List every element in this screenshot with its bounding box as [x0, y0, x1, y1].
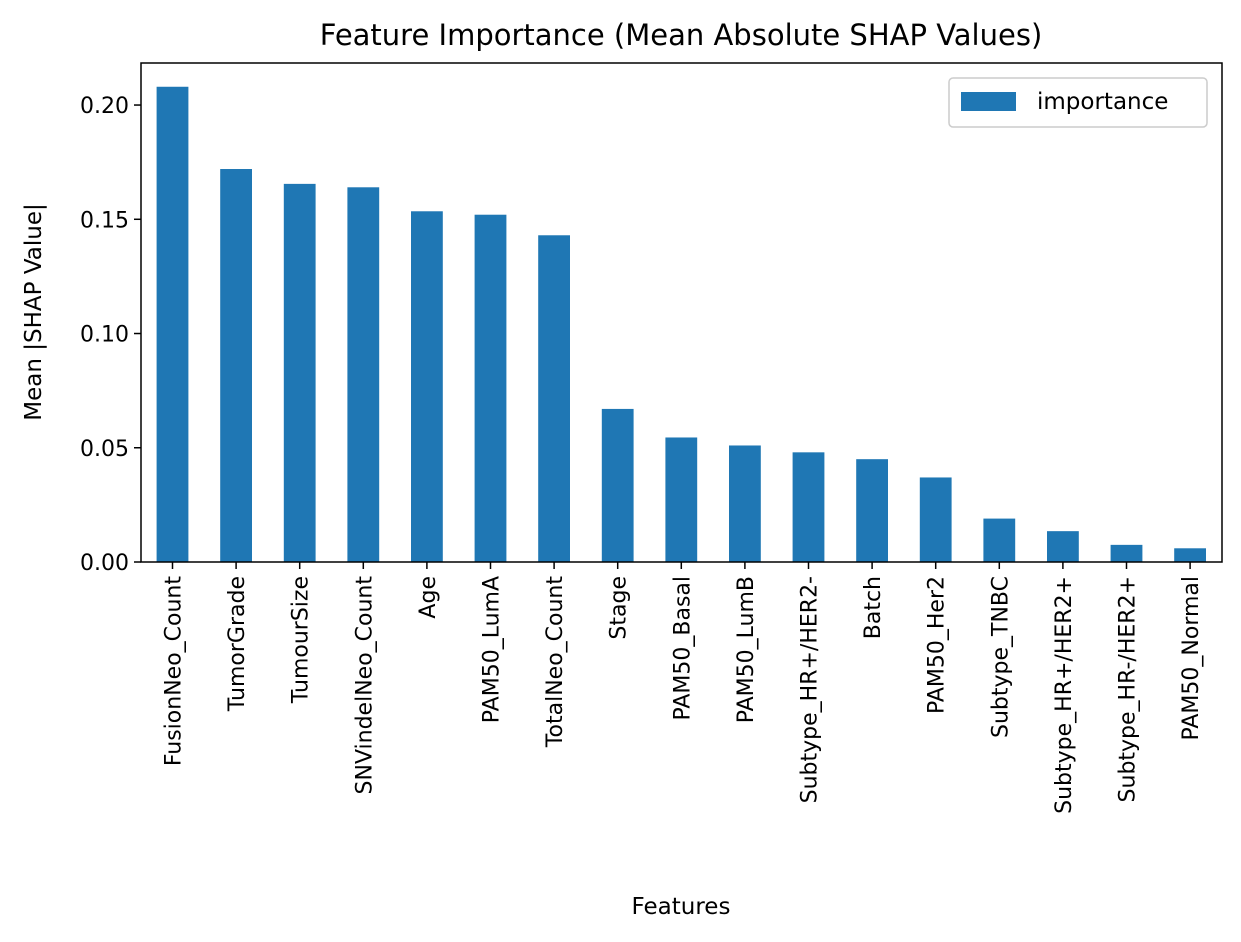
bar — [729, 445, 761, 562]
y-axis-ticks: 0.00 0.05 0.10 0.15 0.20 — [80, 94, 141, 576]
x-tick-label: Subtype_HR-/HER2+ — [1116, 576, 1141, 802]
bar — [1174, 548, 1206, 562]
x-tick-label: Stage — [607, 576, 632, 640]
x-tick-label: PAM50_Normal — [1179, 576, 1204, 740]
y-tick-label: 0.10 — [80, 323, 129, 348]
legend: importance — [948, 77, 1208, 128]
x-tick-label: Age — [416, 576, 441, 619]
x-tick-label: TumourSize — [289, 576, 314, 704]
bar — [601, 408, 634, 562]
x-tick-label: PAM50_LumA — [480, 576, 505, 723]
bar — [347, 187, 380, 563]
y-axis-label: Mean |SHAP Value| — [21, 203, 47, 420]
bar — [1047, 531, 1079, 562]
bar — [919, 477, 952, 562]
bar — [1110, 544, 1143, 562]
y-tick-label: 0.05 — [80, 437, 129, 462]
x-tick-label: TumorGrade — [225, 576, 250, 712]
bar — [538, 235, 570, 562]
x-axis-ticks: FusionNeo_Count TumorGrade TumourSize SNVin… — [162, 562, 1204, 814]
x-tick-label: PAM50_Her2 — [925, 576, 950, 714]
x-tick-label: Subtype_TNBC — [988, 576, 1013, 738]
y-tick-label: 0.00 — [80, 551, 129, 576]
x-tick-label: Subtype_HR+/HER2+ — [1052, 576, 1077, 814]
bar — [220, 169, 252, 562]
x-tick-label: Batch — [861, 576, 886, 639]
bar — [983, 518, 1016, 562]
x-tick-label: PAM50_LumB — [734, 576, 759, 723]
bar — [411, 211, 443, 562]
chart-title: Feature Importance (Mean Absolute SHAP V… — [320, 18, 1043, 52]
x-tick-label: TotalNeo_Count — [543, 576, 568, 749]
bar — [156, 86, 189, 562]
legend-swatch — [961, 92, 1016, 111]
bar — [665, 437, 698, 562]
y-tick-label: 0.20 — [80, 94, 129, 119]
bar — [474, 214, 507, 562]
x-tick-label: PAM50_Basal — [670, 576, 695, 721]
bar — [283, 183, 316, 562]
x-axis-label: Features — [632, 894, 731, 920]
bar — [792, 452, 825, 562]
plot-frame — [140, 62, 1223, 563]
x-tick-label: FusionNeo_Count — [162, 576, 187, 767]
x-tick-label: SNVindelNeo_Count — [352, 576, 377, 795]
legend-label: importance — [1037, 89, 1168, 115]
x-tick-label: Subtype_HR+/HER2- — [798, 576, 823, 803]
y-tick-label: 0.15 — [80, 208, 129, 233]
bars-group — [156, 86, 1206, 563]
legend-box — [948, 77, 1208, 128]
bar — [856, 459, 888, 562]
